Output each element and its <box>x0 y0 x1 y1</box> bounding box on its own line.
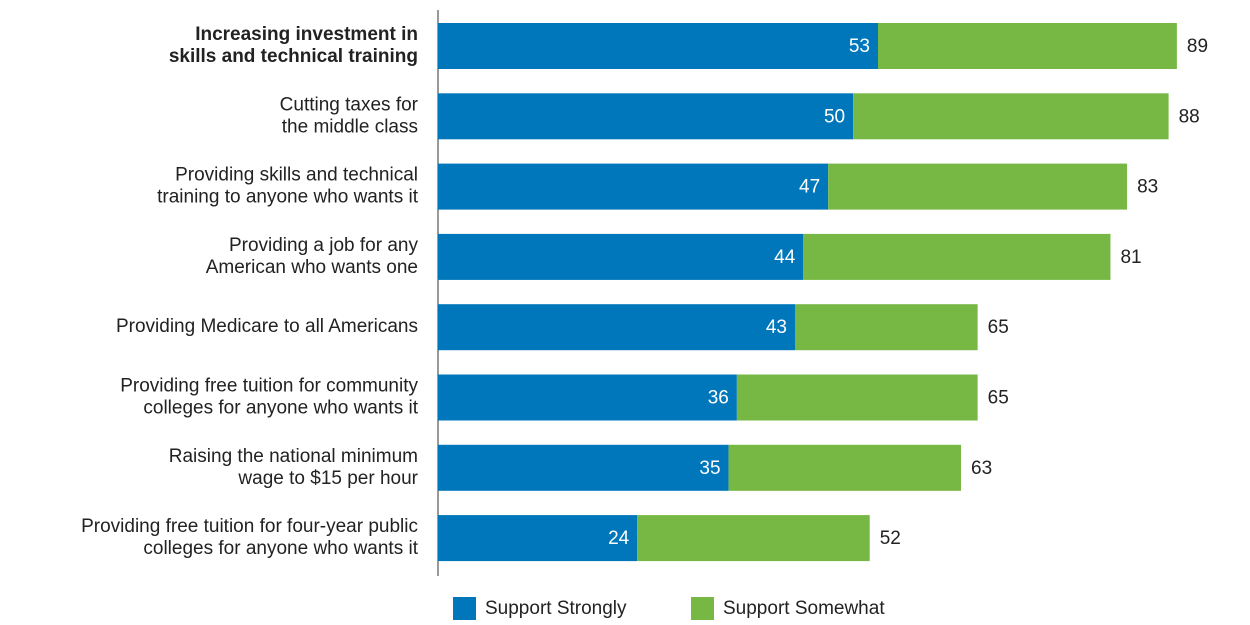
bar-segment <box>438 304 795 351</box>
legend-swatch <box>453 597 476 620</box>
total-label: 81 <box>1120 247 1141 268</box>
bar-value-label: 50 <box>824 106 845 127</box>
bar-segment <box>728 444 962 491</box>
total-label: 88 <box>1179 106 1200 127</box>
total-label: 63 <box>971 458 992 479</box>
bar-segment <box>438 515 638 562</box>
category-label: Cutting taxes for the middle class <box>280 94 419 137</box>
bar-value-label: 47 <box>799 177 820 198</box>
category-label: Providing Medicare to all Americans <box>116 316 418 337</box>
bar-segment <box>438 444 729 491</box>
bar-segment <box>637 515 870 562</box>
category-label: Providing free tuition for four-year pub… <box>81 516 419 559</box>
category-label: Increasing investment in skills and techn… <box>169 24 418 67</box>
total-label: 65 <box>988 388 1009 409</box>
bar-value-label: 36 <box>708 388 729 409</box>
bar-value-label: 53 <box>849 36 870 57</box>
bar-segment <box>794 304 978 351</box>
bar-segment <box>438 93 854 140</box>
bar-value-label: 43 <box>766 317 787 338</box>
bar-segment <box>438 23 879 69</box>
legend-swatch <box>691 597 714 620</box>
bar-value-label: 44 <box>774 247 796 268</box>
total-label: 89 <box>1187 36 1208 57</box>
bar-segment <box>438 163 829 210</box>
bar-value-label: 35 <box>699 458 720 479</box>
total-label: 83 <box>1137 177 1158 198</box>
bar-value-label: 24 <box>608 528 630 549</box>
bar-segment <box>438 374 737 421</box>
bar-segment <box>853 93 1169 140</box>
legend-label: Support Strongly <box>485 598 627 619</box>
category-label: Providing a job for any American who want… <box>206 235 419 278</box>
bar-segment <box>736 374 978 421</box>
bar-segment <box>438 233 804 280</box>
bar-segment <box>878 23 1177 69</box>
total-label: 52 <box>880 528 901 549</box>
category-label: Providing skills and technical training t… <box>157 165 419 208</box>
category-label: Providing free tuition for community coll… <box>120 376 419 419</box>
category-label: Raising the national minimum wage to $15 … <box>169 446 419 489</box>
bar-segment <box>828 163 1128 210</box>
legend-label: Support Somewhat <box>723 598 885 619</box>
total-label: 65 <box>988 317 1009 338</box>
bar-segment <box>803 233 1111 280</box>
